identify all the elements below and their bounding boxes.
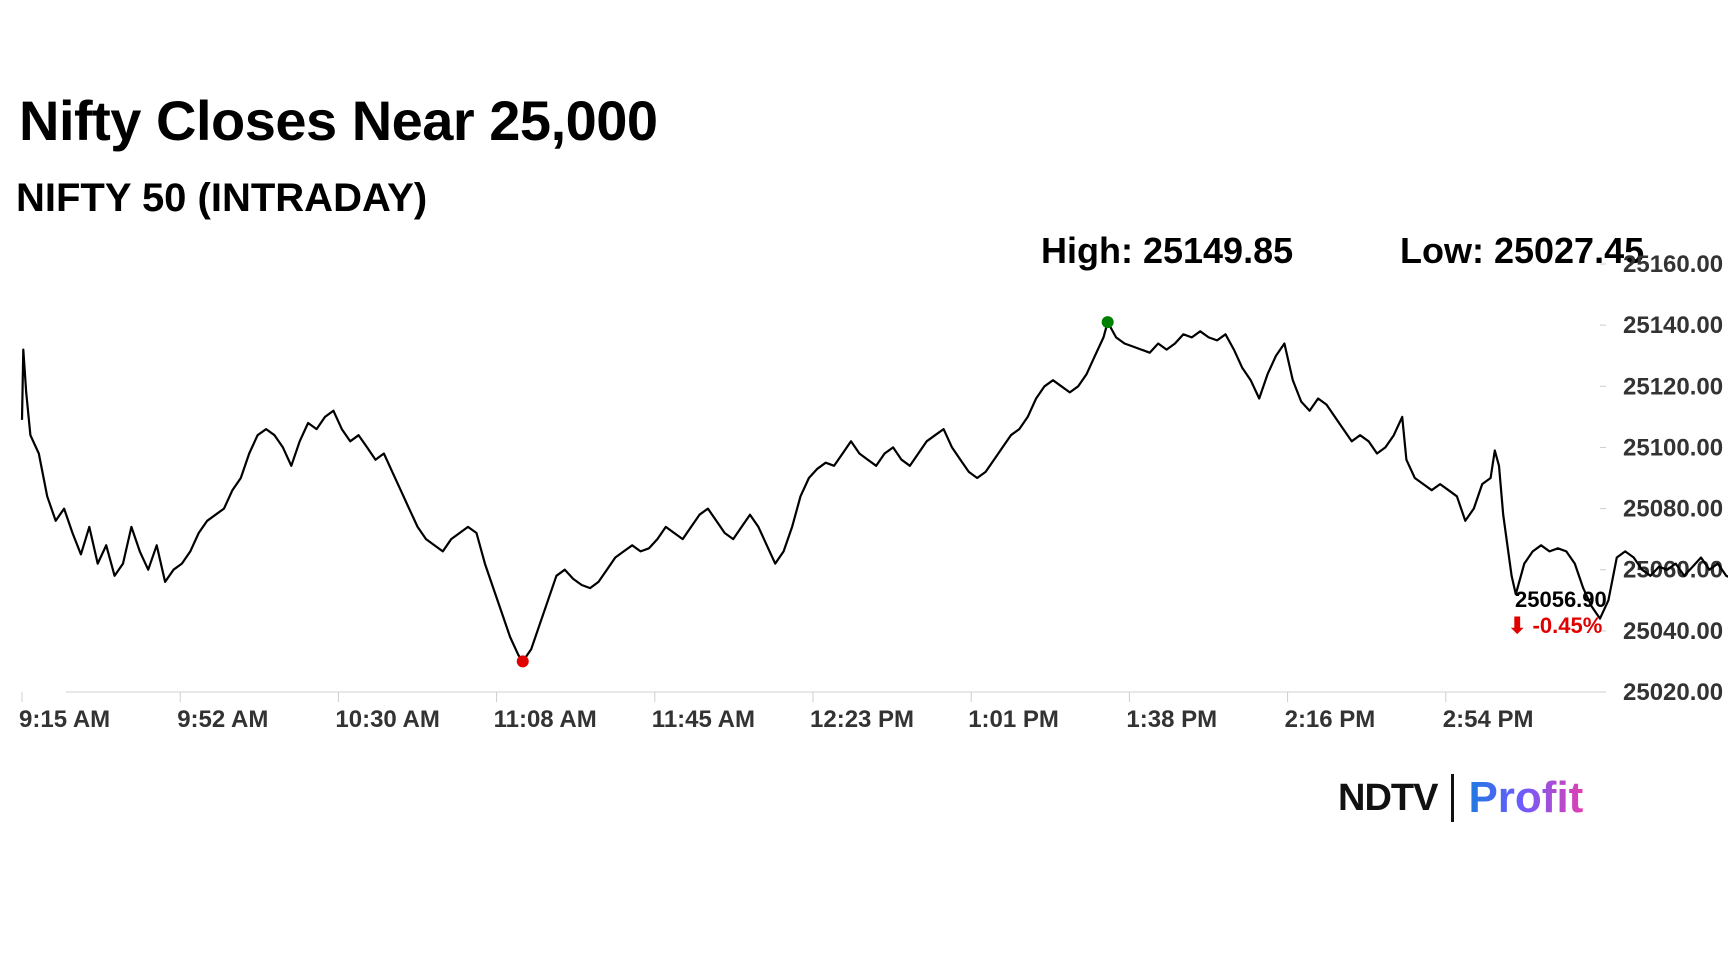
day-high-label: High: 25149.85 [1041,230,1294,271]
y-tick-label: 25020.00 [1623,679,1723,706]
x-tick-label: 12:23 PM [810,706,914,733]
low-point-marker [516,655,529,668]
ndtv-profit-logo: NDTV Profit [1338,772,1583,824]
x-tick-label: 2:54 PM [1443,706,1534,733]
logo-divider [1451,774,1455,822]
logo-ndtv-wordmark: NDTV [1338,776,1438,819]
x-tick-label: 9:52 AM [177,706,268,733]
last-value-label: 25056.90 [1515,587,1607,612]
x-tick-label: 11:45 AM [652,706,755,733]
y-tick-label: 25100.00 [1623,434,1723,461]
chart-subtitle: NIFTY 50 (INTRADAY) [16,176,428,220]
x-tick-label: 2:16 PM [1285,706,1376,733]
y-tick-label: 25040.00 [1623,618,1723,645]
y-tick-label: 25120.00 [1623,373,1723,400]
y-tick-label: 25080.00 [1623,496,1723,523]
x-tick-label: 11:08 AM [494,706,597,733]
chart-title: Nifty Closes Near 25,000 [19,89,658,152]
x-tick-label: 1:01 PM [968,706,1059,733]
y-tick-label: 25160.00 [1623,251,1723,278]
high-point-marker [1101,316,1114,329]
change-percent-label: ⬇ -0.45% [1508,613,1602,638]
y-tick-label: 25060.00 [1623,557,1723,584]
x-tick-label: 9:15 AM [19,706,110,733]
y-tick-label: 25140.00 [1623,312,1723,339]
logo-profit-wordmark: Profit [1468,773,1584,822]
x-tick-label: 10:30 AM [335,706,439,733]
x-tick-label: 1:38 PM [1126,706,1217,733]
nifty-price-line [20,321,1728,663]
